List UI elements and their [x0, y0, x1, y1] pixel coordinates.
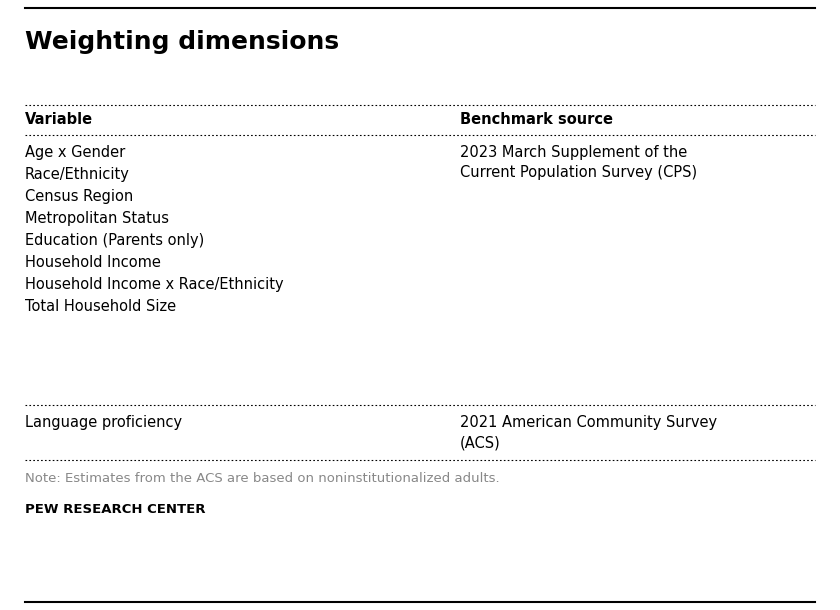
Text: PEW RESEARCH CENTER: PEW RESEARCH CENTER [25, 503, 206, 516]
Text: Variable: Variable [25, 112, 93, 127]
Text: Note: Estimates from the ACS are based on noninstitutionalized adults.: Note: Estimates from the ACS are based o… [25, 472, 500, 485]
Text: Total Household Size: Total Household Size [25, 299, 176, 314]
Text: Household Income: Household Income [25, 255, 161, 270]
Text: 2021 American Community Survey
(ACS): 2021 American Community Survey (ACS) [460, 415, 717, 450]
Text: Race/Ethnicity: Race/Ethnicity [25, 167, 130, 182]
Text: Education (Parents only): Education (Parents only) [25, 233, 204, 248]
Text: Language proficiency: Language proficiency [25, 415, 182, 430]
Text: Weighting dimensions: Weighting dimensions [25, 30, 339, 54]
Text: 2023 March Supplement of the
Current Population Survey (CPS): 2023 March Supplement of the Current Pop… [460, 145, 697, 181]
Text: Census Region: Census Region [25, 189, 134, 204]
Text: Household Income x Race/Ethnicity: Household Income x Race/Ethnicity [25, 277, 284, 292]
Text: Age x Gender: Age x Gender [25, 145, 125, 160]
Text: Metropolitan Status: Metropolitan Status [25, 211, 169, 226]
Text: Benchmark source: Benchmark source [460, 112, 613, 127]
